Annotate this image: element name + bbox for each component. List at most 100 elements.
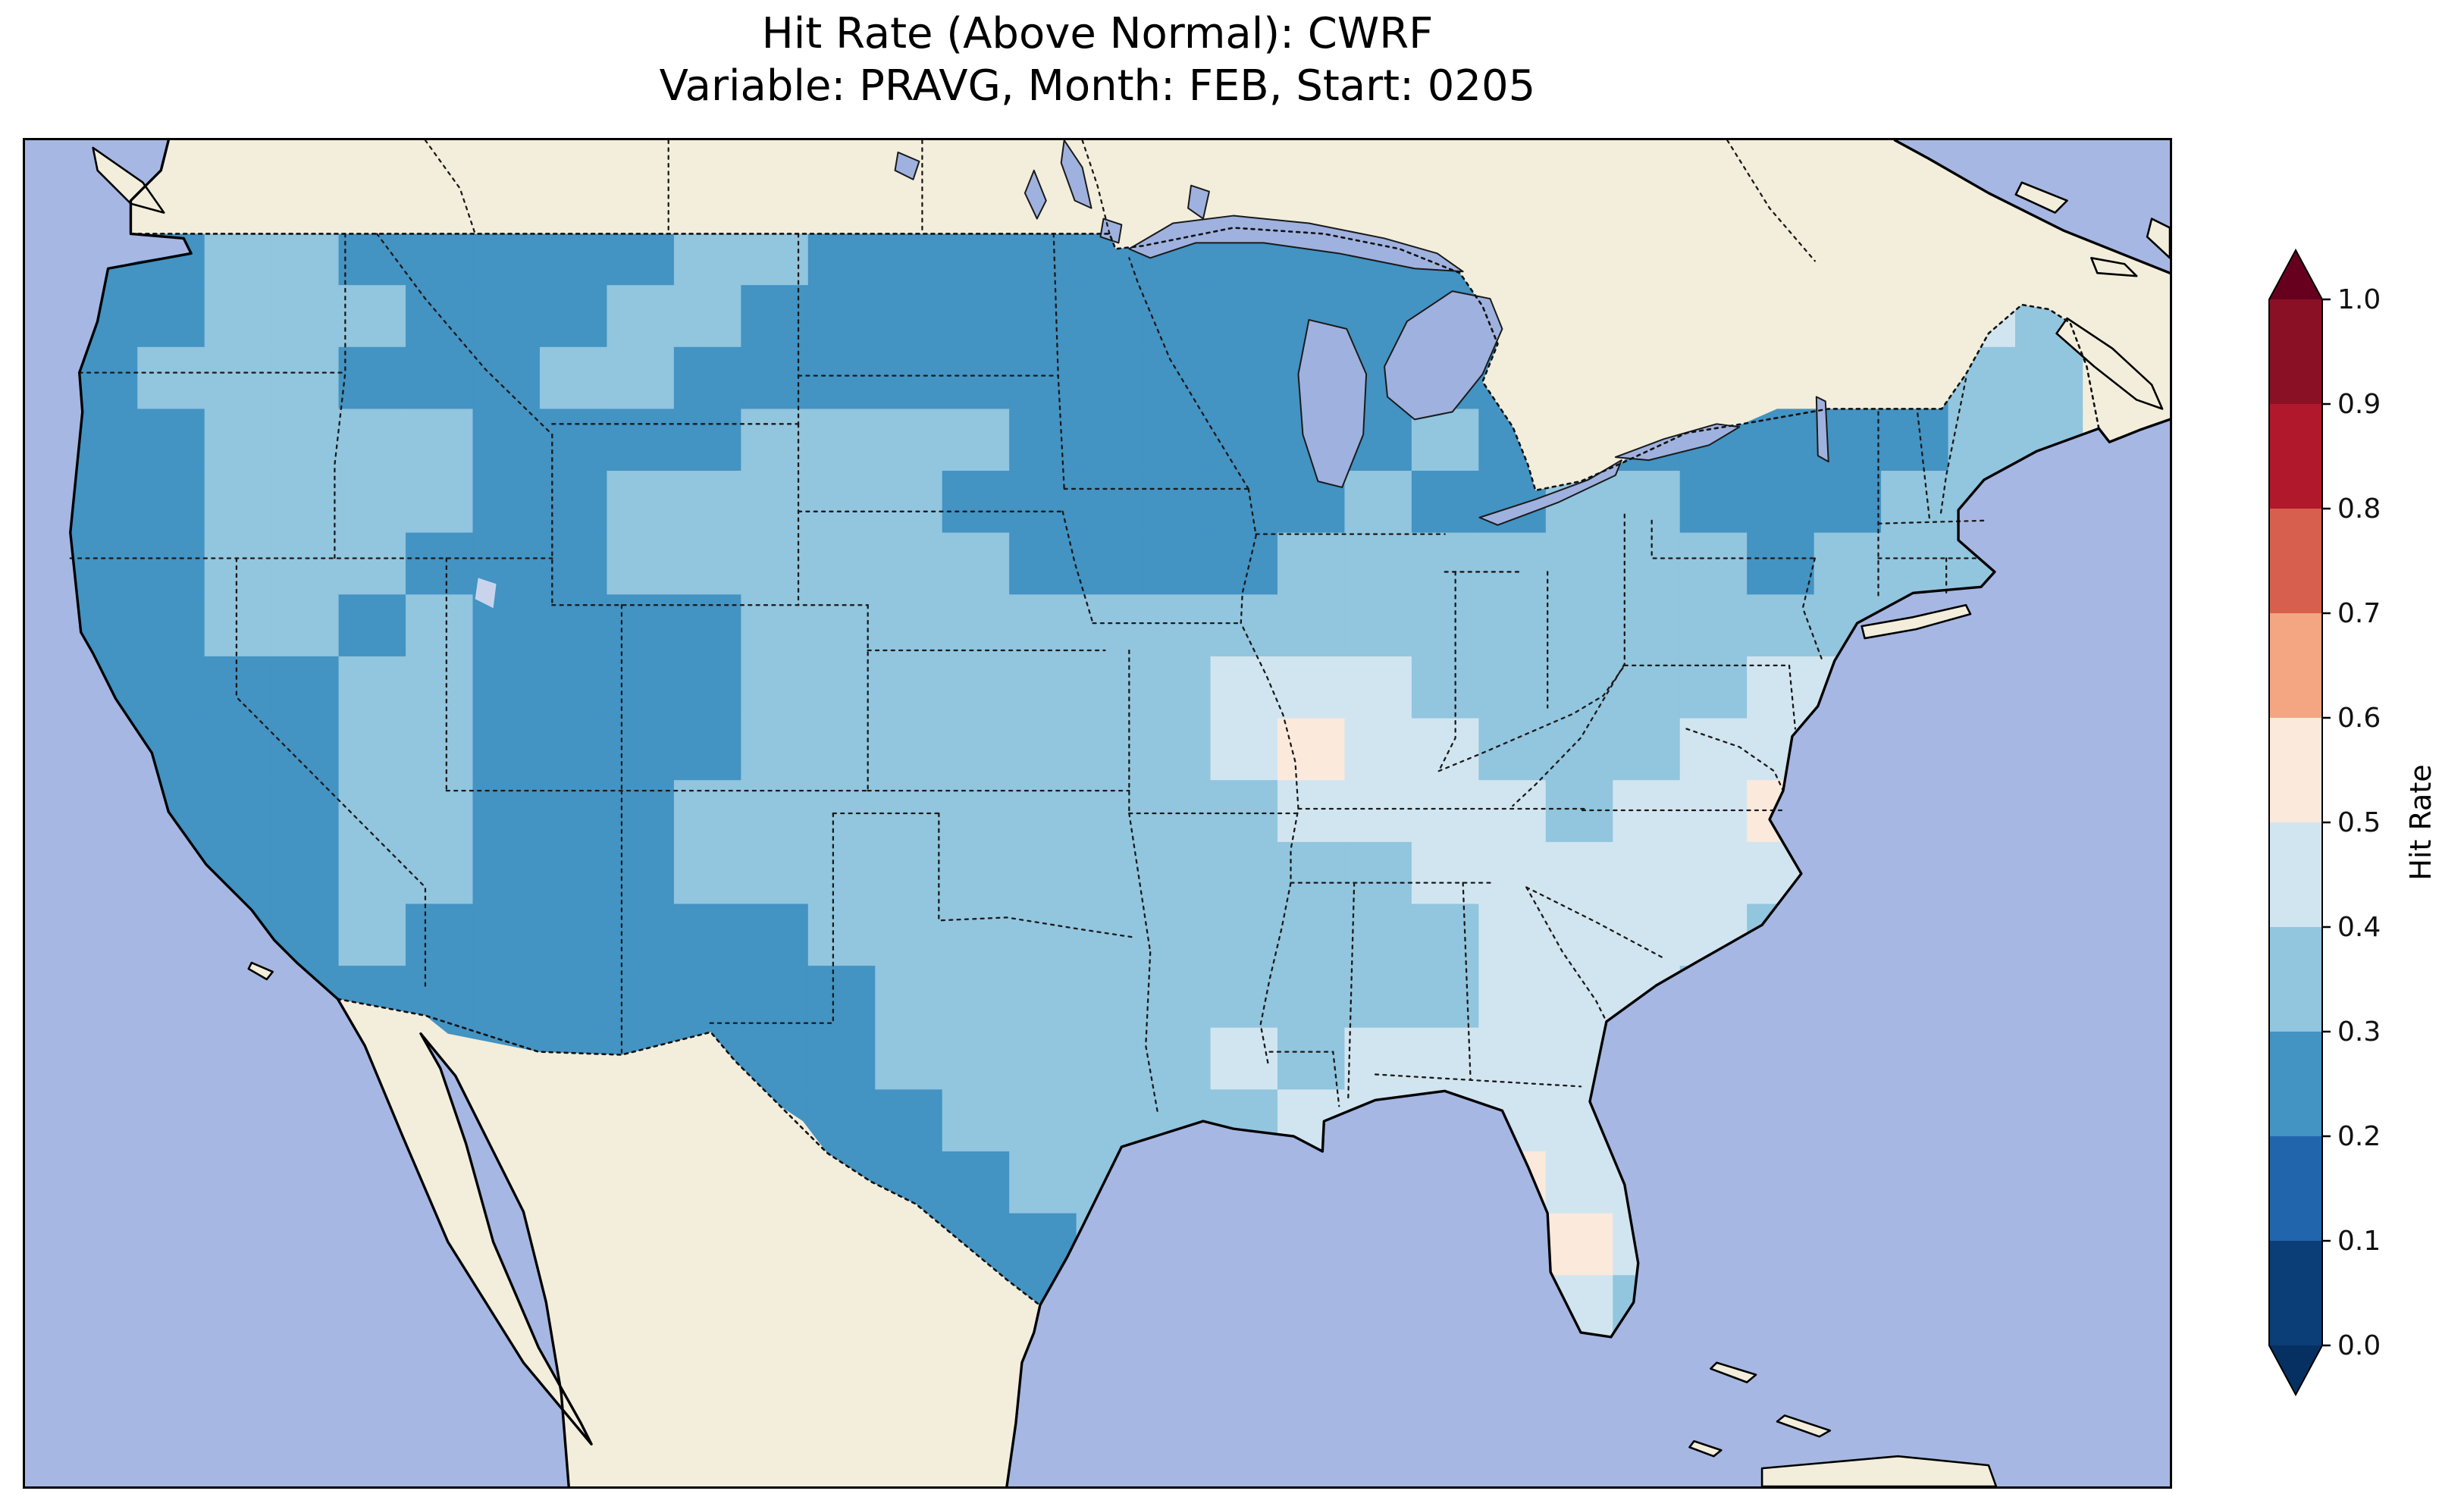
hit-rate-cell <box>1613 471 1681 534</box>
hit-rate-cell <box>1545 780 1614 843</box>
hit-rate-cell <box>607 532 675 596</box>
hit-rate-cell <box>1277 904 1346 966</box>
hit-rate-cell <box>1344 594 1412 657</box>
cuba-coast <box>1760 1455 1998 1486</box>
hit-rate-cell <box>741 227 809 286</box>
hit-rate-cell <box>607 718 675 781</box>
prince-edward-island <box>2090 257 2138 277</box>
hit-rate-cell <box>741 780 809 843</box>
hit-rate-cell <box>1613 532 1681 596</box>
hit-rate-cell <box>1143 594 1212 657</box>
vancouver-island <box>92 146 165 214</box>
hit-rate-cell <box>539 841 608 905</box>
hit-rate-cell <box>137 285 205 348</box>
hit-rate-cell <box>875 594 943 657</box>
us-mexico-border <box>337 998 1042 1307</box>
hit-rate-cell <box>472 471 541 534</box>
hit-rate-cell <box>942 1089 1010 1152</box>
bahamas-island-2 <box>1776 1414 1832 1438</box>
hit-rate-cell <box>204 656 272 719</box>
hit-rate-cell <box>1210 594 1278 657</box>
hit-rate-cell <box>1881 532 1949 596</box>
colorbar-segment <box>2269 299 2322 405</box>
hit-rate-cell <box>1143 532 1212 596</box>
hit-rate-cell <box>1076 285 1144 348</box>
hit-rate-cell <box>539 656 608 719</box>
figure-title: Hit Rate (Above Normal): CWRF Variable: … <box>23 8 2172 113</box>
hit-rate-cell <box>1210 966 1278 1029</box>
hit-rate-cell <box>1411 532 1480 596</box>
hit-rate-cell <box>1747 471 1815 534</box>
hit-rate-cell <box>1009 1027 1077 1091</box>
hit-rate-cell <box>1210 656 1278 719</box>
hit-rate-cell <box>1076 966 1144 1029</box>
hit-rate-cell <box>1344 656 1412 719</box>
lakes <box>894 140 1829 526</box>
hit-rate-cell <box>1411 471 1480 534</box>
hit-rate-cell <box>1009 904 1077 966</box>
hit-rate-cell <box>673 966 742 1029</box>
hit-rate-cell <box>472 841 541 905</box>
hit-rate-cell <box>1076 532 1144 596</box>
map-panel <box>23 138 2172 1489</box>
figure-title-line2: Variable: PRAVG, Month: FEB, Start: 0205 <box>659 61 1536 111</box>
colorbar-tick-label: 0.4 <box>2337 912 2381 943</box>
hit-rate-cell <box>942 1027 1010 1091</box>
hit-rate-cell <box>338 285 406 348</box>
hit-rate-cell <box>807 656 876 719</box>
lake-michigan <box>1297 318 1368 488</box>
hit-rate-cell <box>673 594 742 657</box>
colorbar-tick-label: 1.0 <box>2337 284 2381 315</box>
hit-rate-cell <box>338 841 406 905</box>
hit-rate-cell <box>1613 904 1681 966</box>
hit-rate-cell <box>673 841 742 905</box>
anticosti-island <box>2014 181 2068 214</box>
hit-rate-cell <box>1545 656 1614 719</box>
hit-rate-cell <box>204 346 272 410</box>
hit-rate-cell <box>673 285 742 348</box>
hit-rate-cell <box>1747 532 1815 596</box>
hit-rate-cell <box>204 285 272 348</box>
colorbar-label: Hit Rate <box>2404 764 2437 881</box>
hit-rate-cell <box>875 471 943 534</box>
hit-rate-cell <box>1679 841 1748 905</box>
hit-rate-cell <box>1679 718 1748 781</box>
lake-of-the-woods <box>1099 218 1123 244</box>
hit-rate-cell <box>472 346 541 410</box>
hit-rate-cell <box>1009 780 1077 843</box>
hit-rate-cell <box>1009 594 1077 657</box>
colorbar-tick-label: 0.6 <box>2337 703 2381 734</box>
hit-rate-cell <box>204 780 272 843</box>
hit-rate-cell <box>1679 656 1748 719</box>
hit-rate-cell <box>1411 780 1480 843</box>
hit-rate-cell <box>1009 1151 1077 1214</box>
hit-rate-cell <box>1076 1089 1144 1152</box>
hit-rate-cell <box>338 656 406 719</box>
hit-rate-cell <box>271 409 340 471</box>
hit-rate-cell <box>607 471 675 534</box>
hit-rate-cell <box>204 227 272 286</box>
hit-rate-cell <box>1814 532 1882 596</box>
hit-rate-cell <box>1478 904 1547 966</box>
hit-rate-cell <box>406 780 474 843</box>
hit-rate-cell <box>1210 718 1278 781</box>
hit-rate-cell <box>942 780 1010 843</box>
canada-province-borders <box>424 140 1816 262</box>
hit-rate-cell <box>1210 904 1278 966</box>
colorbar-over-arrow <box>2269 250 2322 299</box>
hit-rate-cell <box>1210 285 1278 348</box>
hit-rate-cell <box>1009 656 1077 719</box>
hit-rate-cell <box>1411 594 1480 657</box>
hit-rate-cell <box>1881 409 1949 471</box>
hit-rate-cell <box>1076 409 1144 471</box>
hit-rate-cell <box>1478 966 1547 1029</box>
hit-rate-cell <box>406 718 474 781</box>
hit-rate-cell <box>406 594 474 657</box>
hit-rate-cell <box>875 780 943 843</box>
hit-rate-cell <box>338 409 406 471</box>
hit-rate-cell <box>741 904 809 966</box>
hit-rate-cell <box>1076 718 1144 781</box>
hit-rate-cell <box>1344 471 1412 534</box>
hit-rate-cell <box>1679 594 1748 657</box>
colorbar-under-arrow <box>2269 1345 2322 1395</box>
